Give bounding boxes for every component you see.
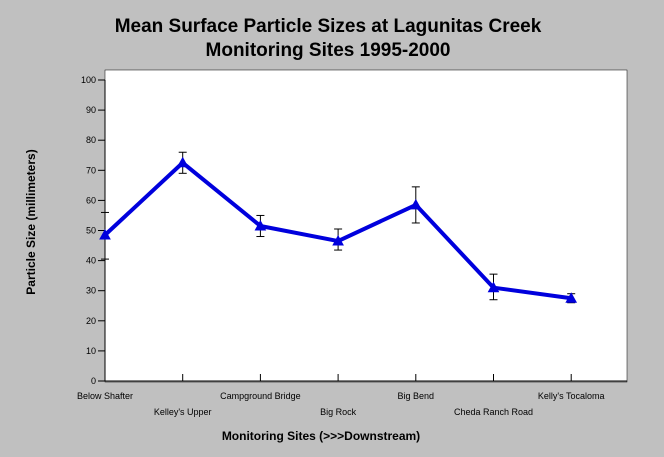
data-point-6: [565, 292, 578, 303]
data-point-3: [332, 235, 344, 246]
y-tick-label-10: 10: [86, 346, 96, 356]
data-point-1: [176, 156, 189, 168]
x-category-label-1: Kelley's Upper: [154, 407, 212, 417]
data-point-5: [487, 281, 500, 293]
x-category-label-0: Below Shafter: [77, 391, 133, 401]
x-category-label-3: Big Rock: [320, 407, 357, 417]
y-tick-label-20: 20: [86, 316, 96, 326]
data-point-0: [99, 228, 111, 240]
x-category-label-6: Kelly's Tocaloma: [538, 391, 605, 401]
y-tick-label-0: 0: [91, 376, 96, 386]
y-tick-label-50: 50: [86, 226, 96, 236]
y-tick-label-60: 60: [86, 195, 96, 205]
x-category-label-5: Cheda Ranch Road: [454, 407, 533, 417]
x-category-label-4: Big Bend: [398, 391, 435, 401]
y-tick-label-30: 30: [86, 286, 96, 296]
y-tick-label-90: 90: [86, 105, 96, 115]
x-category-label-2: Campground Bridge: [220, 391, 301, 401]
y-axis-title: Particle Size (millimeters): [24, 149, 38, 294]
x-axis-title: Monitoring Sites (>>>Downstream): [222, 429, 420, 443]
y-tick-label-80: 80: [86, 135, 96, 145]
y-tick-label-40: 40: [86, 256, 96, 266]
chart-title-line-1: Mean Surface Particle Sizes at Lagunitas…: [115, 16, 542, 37]
y-tick-label-70: 70: [86, 165, 96, 175]
series-group: [99, 156, 578, 303]
data-point-2: [254, 219, 267, 231]
data-point-4: [409, 198, 422, 210]
y-tick-label-100: 100: [81, 75, 96, 85]
tick-labels: 0 10 20 30 40 50 60 70 80 90 100 Below Shafter Kelle…: [77, 75, 605, 417]
chart-title-line-2: Monitoring Sites 1995-2000: [206, 40, 451, 61]
